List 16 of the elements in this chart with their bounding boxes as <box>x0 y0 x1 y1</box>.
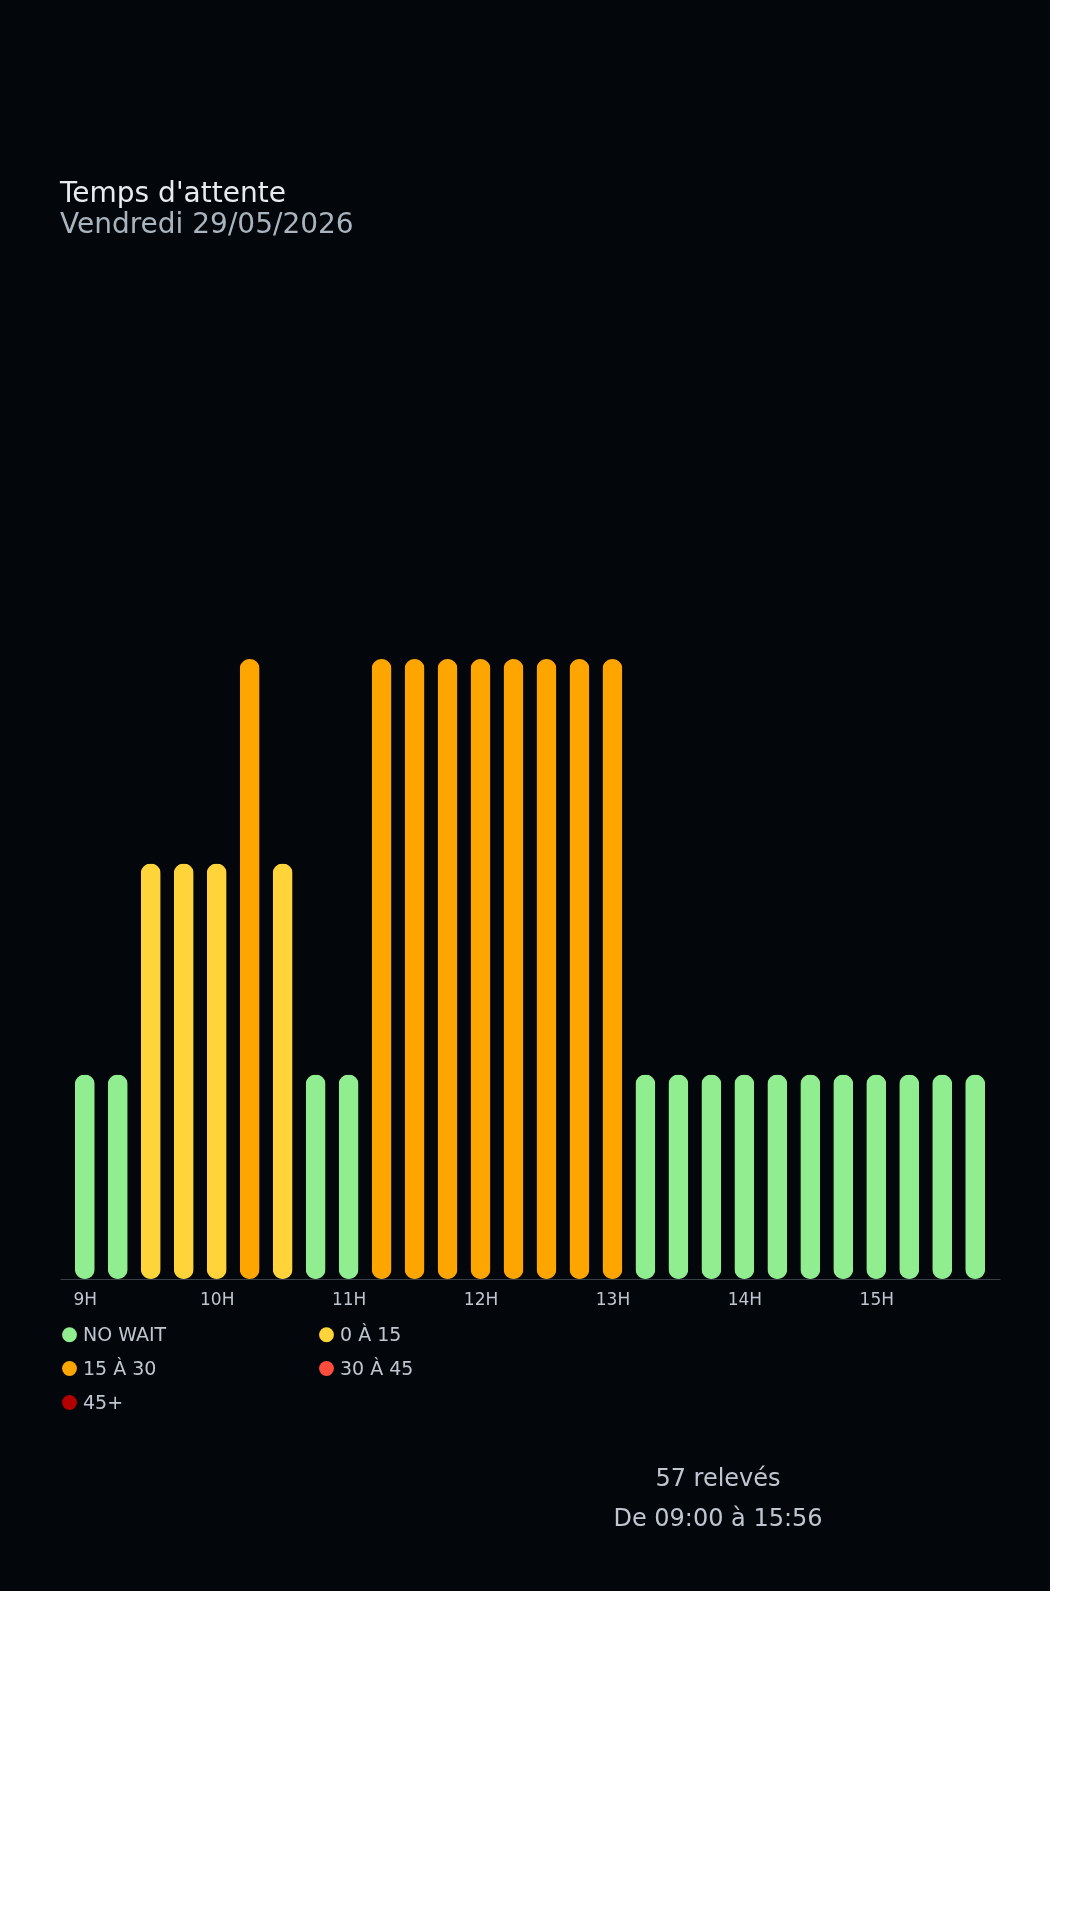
x-tick-label: 13H <box>595 1288 631 1309</box>
legend-label: 45+ <box>83 1390 124 1413</box>
legend-label: 30 À 45 <box>340 1356 414 1379</box>
x-tick-label: 10H <box>199 1288 235 1309</box>
x-tick-label: 14H <box>727 1288 763 1309</box>
legend-label: 0 À 15 <box>340 1322 402 1345</box>
chart-subtitle: Vendredi 29/05/2026 <box>60 207 354 240</box>
x-tick-label: 11H <box>331 1288 367 1309</box>
text: De 09:00 à 15:56 <box>613 1504 823 1532</box>
x-tick-label: 15H <box>859 1288 894 1309</box>
text: 57 relevés <box>655 1464 781 1492</box>
chart-title: Temps d'attente <box>59 176 286 209</box>
x-tick-label: 12H <box>463 1288 499 1309</box>
x-tick-label: 9H <box>73 1288 98 1309</box>
legend-label: NO WAIT <box>83 1322 167 1345</box>
legend-label: 15 À 30 <box>83 1356 157 1379</box>
